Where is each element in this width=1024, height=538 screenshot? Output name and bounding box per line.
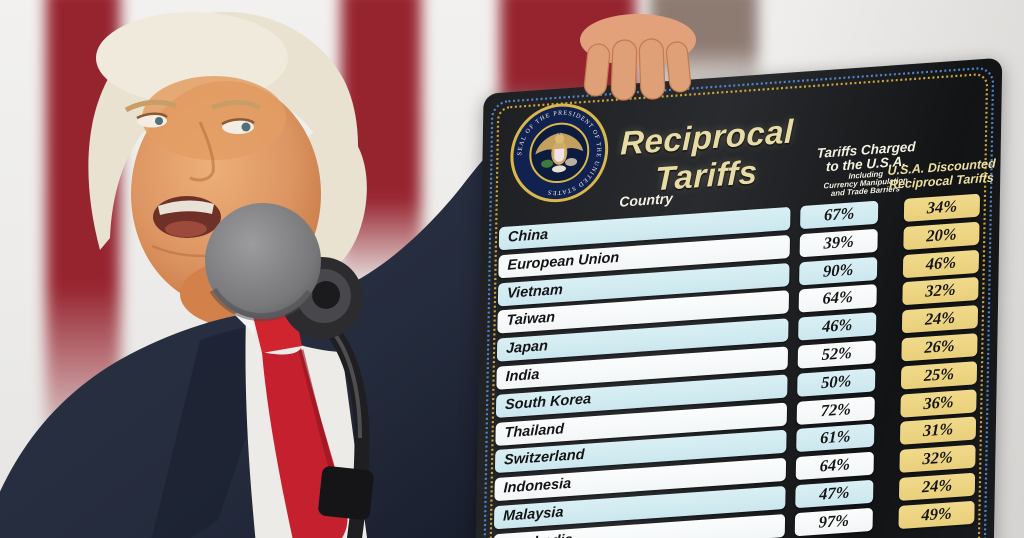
discounted-tariff-cell: 32% [902, 277, 979, 306]
mic-cable-clip [318, 466, 374, 520]
charged-tariff-cell: 72% [796, 396, 875, 425]
tariff-board: SEAL OF THE PRESIDENT OF THE UNITED STAT… [474, 57, 1003, 538]
charged-tariff-cell: 47% [795, 479, 874, 509]
discounted-tariff-cell: 20% [903, 221, 980, 250]
seal-eagle [535, 132, 584, 173]
forehead [142, 76, 286, 160]
finger-3 [638, 38, 666, 100]
left-eye [136, 112, 168, 128]
charged-tariff-cell: 97% [794, 507, 873, 537]
tariff-table: China 67% 34% European Union 39% 20% Vietnam 90… [474, 58, 1002, 538]
left-eyebrow [124, 99, 177, 113]
charged-tariff-cell: 50% [797, 368, 876, 397]
nose [189, 121, 215, 182]
charged-tariff-cell: 52% [797, 340, 876, 369]
charged-tariff-cell: 64% [795, 451, 874, 481]
discounted-tariff-cell: 24% [898, 472, 976, 502]
discounted-tariff-cell: 49% [898, 500, 975, 529]
mouth [153, 196, 221, 238]
right-eyebrow [210, 99, 262, 111]
charged-tariff-cell: 64% [798, 284, 877, 313]
charged-tariff-cell: 46% [798, 312, 877, 341]
board-decorative-border [481, 67, 995, 538]
discounted-tariff-cell: 46% [902, 249, 980, 278]
discounted-tariff-cell: 34% [903, 193, 981, 222]
right-eye [221, 118, 255, 134]
finger-4 [665, 41, 692, 93]
finger-1 [583, 43, 611, 97]
finger-2 [610, 39, 638, 101]
discounted-tariff-cell: 26% [901, 333, 978, 362]
microphone [205, 203, 374, 538]
lapel [151, 325, 258, 538]
discounted-tariff-cell: 36% [900, 388, 977, 418]
charged-tariff-cell: 61% [796, 423, 875, 453]
discounted-tariff-cell: 25% [900, 361, 978, 390]
discounted-tariff-cell: 24% [901, 305, 979, 334]
hand-holding-board [580, 14, 696, 101]
charged-tariff-cell: 39% [799, 228, 878, 258]
charged-tariff-cell: 67% [800, 200, 879, 230]
discounted-tariff-cell: 32% [899, 444, 976, 474]
mic-windscreen [205, 203, 321, 319]
charged-tariff-cell: 90% [799, 256, 878, 286]
presidential-seal: SEAL OF THE PRESIDENT OF THE UNITED STAT… [510, 103, 609, 203]
discounted-tariff-cell: 31% [899, 416, 977, 446]
